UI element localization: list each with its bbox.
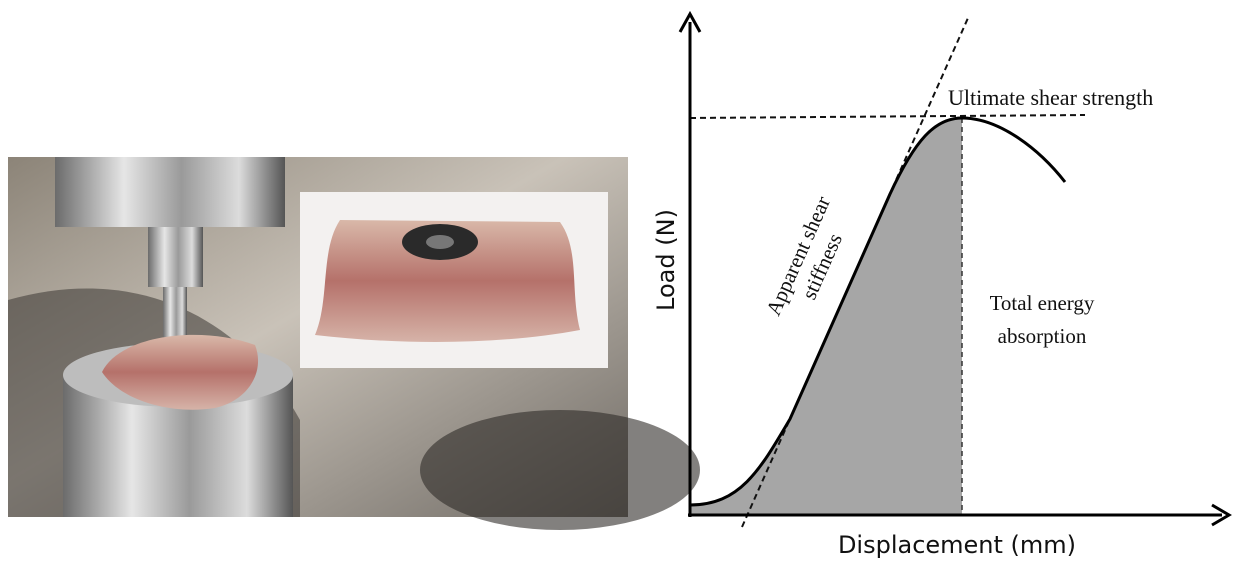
y-axis-label: Load (N) (652, 209, 680, 311)
plunger-holder (148, 227, 203, 287)
strength-label: Ultimate shear strength (948, 85, 1153, 110)
energy-label-line: absorption (998, 324, 1087, 348)
upper-fixture (55, 157, 285, 227)
strength-dashed-line (690, 115, 1085, 118)
photo (8, 157, 700, 530)
energy-label-line: Total energy (990, 291, 1095, 315)
inset-implant-hole (426, 235, 454, 249)
photo-dark-ring (420, 410, 700, 530)
x-axis-label: Displacement (mm) (838, 531, 1076, 559)
energy-area (690, 118, 962, 515)
schematic: Load (N) Displacement (mm) Ultimate shea… (652, 14, 1229, 559)
figure: Load (N) Displacement (mm) Ultimate shea… (0, 0, 1233, 567)
